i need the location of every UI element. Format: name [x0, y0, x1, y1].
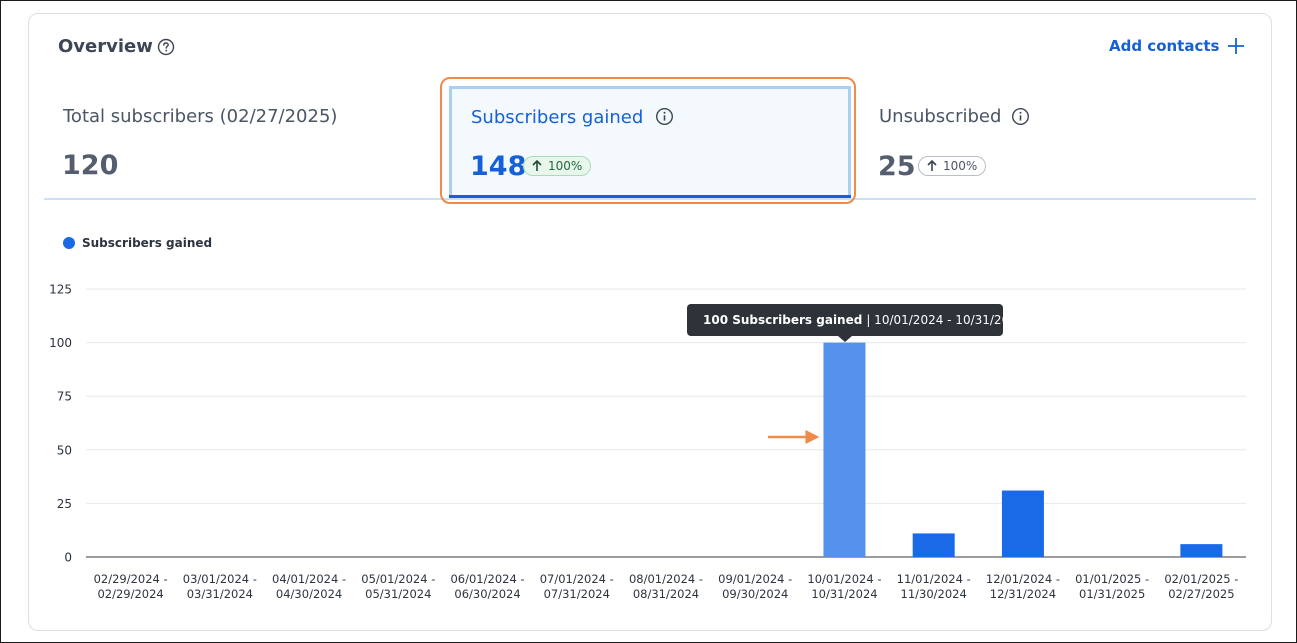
x-tick-label: 07/31/2024 — [544, 587, 610, 601]
legend-label: Subscribers gained — [82, 236, 213, 250]
x-tick-label: 04/30/2024 — [276, 587, 342, 601]
subscribers-gained-change-text: 100% — [548, 159, 583, 173]
x-tick-label: 05/01/2024 - — [361, 572, 435, 586]
help-icon[interactable] — [157, 38, 175, 56]
annotation-arrow-head — [805, 430, 820, 444]
x-tick-label: 08/31/2024 — [633, 587, 699, 601]
x-tick-label: 01/01/2025 - — [1075, 572, 1149, 586]
x-tick-label: 03/01/2024 - — [183, 572, 257, 586]
x-tick-label: 12/01/2024 - — [986, 572, 1060, 586]
y-tick-label: 50 — [57, 443, 72, 457]
tabs-divider — [44, 198, 1256, 200]
tooltip-range: | 10/01/2024 - 10/31/2024 — [866, 313, 1025, 327]
y-tick-label: 75 — [57, 390, 72, 404]
x-tick-label: 03/31/2024 — [187, 587, 253, 601]
x-tick-label: 11/01/2024 - — [897, 572, 971, 586]
x-tick-label: 06/30/2024 — [454, 587, 520, 601]
x-tick-label: 02/29/2024 - — [94, 572, 168, 586]
subscribers-gained-value: 148 — [470, 151, 527, 182]
unsubscribed-change-text: 100% — [943, 159, 978, 173]
bar — [1180, 544, 1223, 557]
unsubscribed-label: Unsubscribed — [879, 106, 1002, 127]
x-tick-label: 12/31/2024 — [990, 587, 1056, 601]
subscribers-gained-change-badge: 100% — [523, 156, 592, 176]
arrow-up-icon — [927, 160, 937, 171]
total-subscribers-value: 120 — [62, 150, 119, 181]
add-contacts-button[interactable]: Add contacts — [1109, 37, 1245, 55]
bar — [1001, 490, 1044, 557]
x-tick-label: 02/27/2025 — [1168, 587, 1234, 601]
x-tick-label: 06/01/2024 - — [450, 572, 524, 586]
arrow-up-icon — [532, 160, 542, 171]
unsubscribed-change-badge: 100% — [918, 156, 987, 176]
x-tick-label: 10/01/2024 - — [807, 572, 881, 586]
page-title: Overview — [58, 36, 153, 57]
plus-icon — [1228, 38, 1245, 54]
x-tick-label: 05/31/2024 — [365, 587, 431, 601]
y-tick-label: 100 — [49, 336, 72, 350]
x-tick-label: 04/01/2024 - — [272, 572, 346, 586]
subscribers-gained-label: Subscribers gained — [471, 107, 644, 128]
y-tick-label: 25 — [57, 497, 72, 511]
selected-tab-underline — [449, 195, 851, 198]
x-tick-label: 02/29/2024 — [97, 587, 163, 601]
x-tick-label: 07/01/2024 - — [540, 572, 614, 586]
x-tick-label: 01/31/2025 — [1079, 587, 1145, 601]
add-contacts-label: Add contacts — [1109, 37, 1220, 55]
y-tick-label: 125 — [49, 283, 72, 297]
x-tick-label: 09/01/2024 - — [718, 572, 792, 586]
legend-swatch — [63, 237, 75, 249]
tooltip-pointer — [838, 336, 852, 342]
unsubscribed-value: 25 — [878, 151, 916, 182]
bar — [823, 342, 866, 557]
x-tick-label: 10/31/2024 — [811, 587, 877, 601]
info-icon[interactable] — [655, 107, 674, 126]
x-tick-label: 02/01/2025 - — [1164, 572, 1238, 586]
total-subscribers-label: Total subscribers (02/27/2025) — [63, 106, 338, 127]
chart-legend[interactable]: Subscribers gained — [63, 236, 212, 250]
info-icon[interactable] — [1011, 107, 1030, 126]
x-tick-label: 08/01/2024 - — [629, 572, 703, 586]
x-tick-label: 11/30/2024 — [901, 587, 967, 601]
chart-tooltip: 100 Subscribers gained | 10/01/2024 - 10… — [687, 304, 1024, 336]
x-tick-label: 09/30/2024 — [722, 587, 788, 601]
subscribers-gained-tab[interactable] — [449, 86, 851, 198]
y-tick-label: 0 — [64, 551, 72, 565]
tooltip-value: 100 Subscribers gained — [703, 313, 863, 327]
bar — [912, 533, 955, 557]
